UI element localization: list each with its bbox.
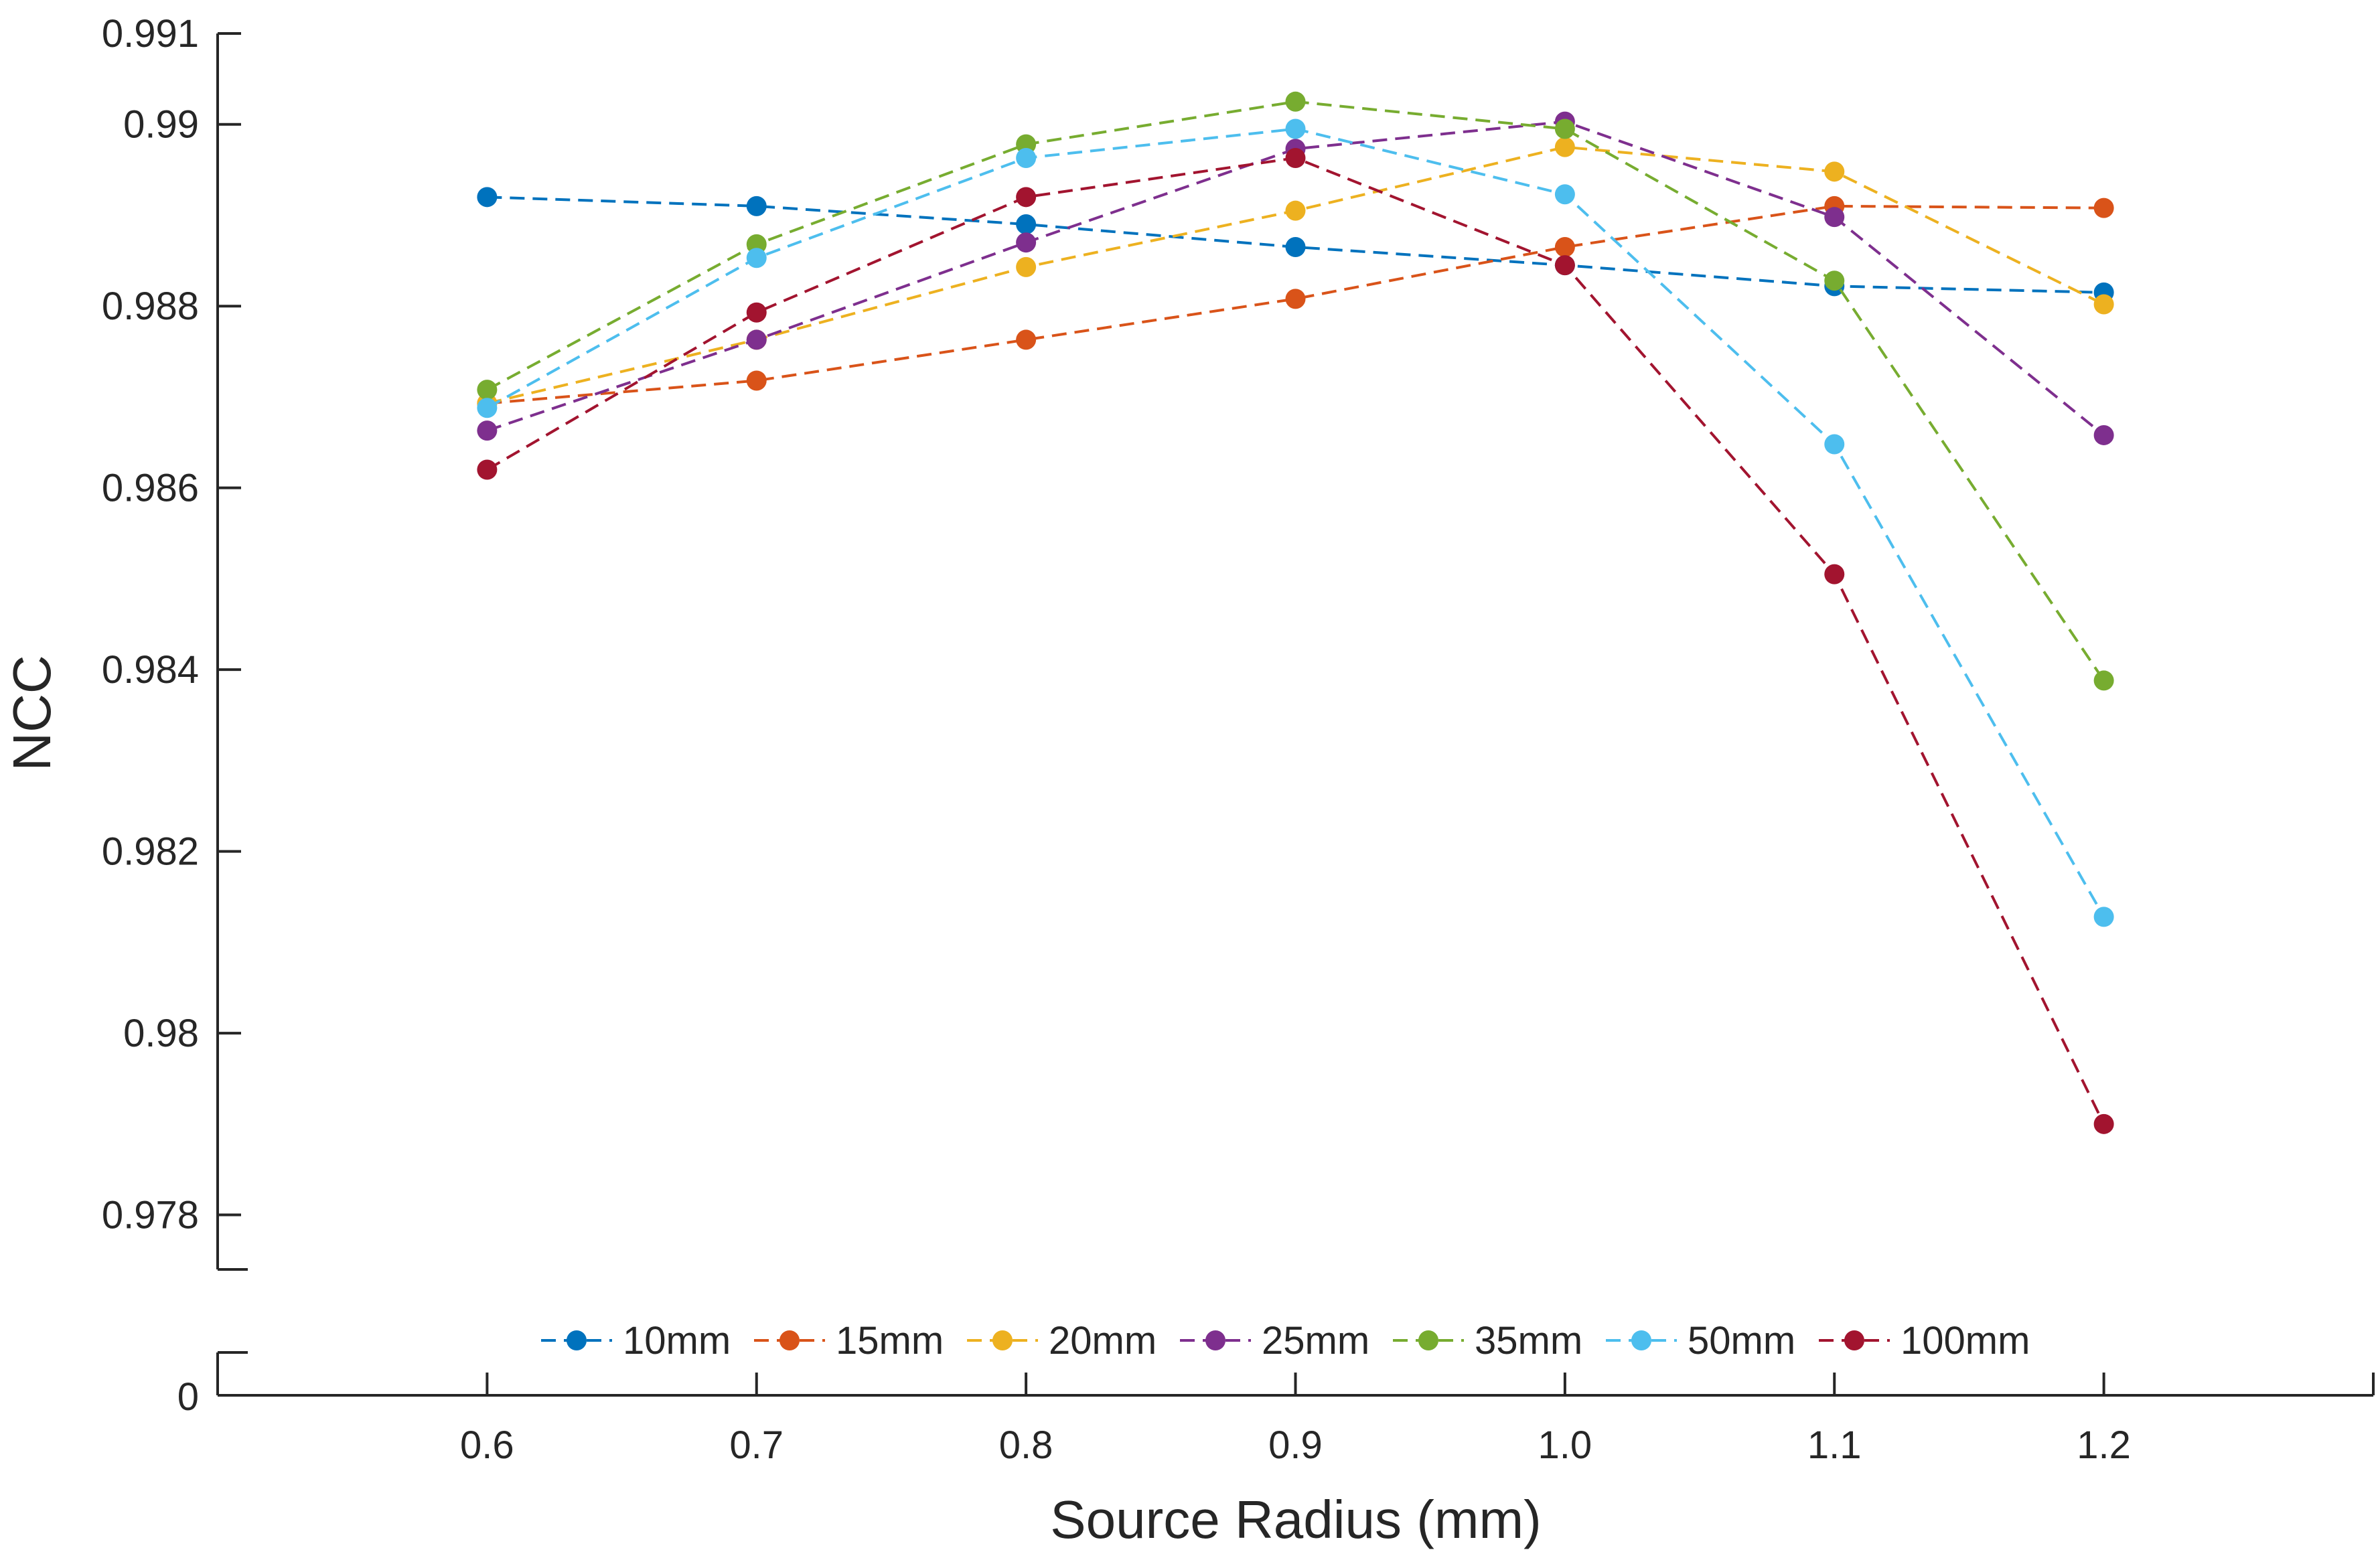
x-ticks: 0.6 0.7 0.8 0.9 1.0 1.1 1.2 [460, 1373, 2131, 1467]
data-point [746, 302, 767, 323]
data-point [1554, 255, 1575, 276]
data-point [2093, 1113, 2114, 1134]
legend-marker [567, 1330, 587, 1350]
data-point [1554, 184, 1575, 205]
legend-item: 100mm [1819, 1319, 2030, 1362]
x-tick-label: 1.0 [1538, 1423, 1592, 1467]
data-point [1824, 161, 1845, 182]
data-point [746, 196, 767, 216]
data-point [1285, 236, 1306, 257]
data-point [2093, 907, 2114, 927]
legend-item: 50mm [1606, 1319, 1795, 1362]
series-layer [477, 91, 2114, 1134]
y-tick-label: 0.988 [102, 285, 199, 328]
data-point [1016, 147, 1037, 168]
data-point [477, 459, 498, 480]
legend-marker [779, 1330, 800, 1350]
legend-marker [1844, 1330, 1864, 1350]
data-point [477, 420, 498, 441]
legend-item: 10mm [541, 1319, 731, 1362]
data-point [746, 248, 767, 268]
y-tick-label: 0.984 [102, 648, 199, 692]
data-point [2093, 294, 2114, 315]
axes: 0 [177, 33, 2375, 1419]
y-zero-tick-label: 0 [177, 1375, 199, 1419]
legend-item: 35mm [1393, 1319, 1582, 1362]
y-axis-title: NCC [2, 655, 62, 771]
y-tick-label: 0.978 [102, 1194, 199, 1237]
legend-item: 15mm [754, 1319, 944, 1362]
data-point [477, 187, 498, 208]
legend-marker [1631, 1330, 1651, 1350]
data-point [2093, 670, 2114, 691]
legend-label: 15mm [836, 1319, 944, 1362]
x-tick-label: 0.9 [1268, 1423, 1323, 1467]
series-35mm [477, 91, 2114, 691]
series-100mm [477, 147, 2114, 1134]
data-point [477, 398, 498, 418]
data-point [1285, 289, 1306, 309]
data-point [1016, 329, 1037, 350]
x-tick-label: 0.6 [460, 1423, 514, 1467]
data-point [746, 329, 767, 350]
y-tick-label: 0.991 [102, 12, 199, 56]
data-point [1824, 270, 1845, 291]
x-tick-label: 1.1 [1807, 1423, 1862, 1467]
data-point [1285, 147, 1306, 168]
data-point [1824, 564, 1845, 585]
legend-item: 20mm [967, 1319, 1157, 1362]
legend-label: 25mm [1262, 1319, 1369, 1362]
legend-item: 25mm [1180, 1319, 1369, 1362]
data-point [1016, 214, 1037, 235]
data-point [1016, 232, 1037, 253]
data-point [1824, 207, 1845, 228]
y-ticks: 0.978 0.98 0.982 0.984 0.986 0.988 0.99 0.991 [102, 12, 241, 1237]
y-tick-label: 0.99 [123, 103, 199, 147]
data-point [1554, 119, 1575, 139]
legend-label: 35mm [1475, 1319, 1582, 1362]
data-point [1554, 236, 1575, 257]
data-point [1824, 434, 1845, 455]
y-tick-label: 0.982 [102, 830, 199, 874]
data-point [1285, 119, 1306, 139]
legend-label: 50mm [1688, 1319, 1795, 1362]
data-point [1016, 187, 1037, 208]
legend-marker [992, 1330, 1013, 1350]
legend-label: 100mm [1901, 1319, 2030, 1362]
x-tick-label: 0.7 [729, 1423, 784, 1467]
legend-marker [1418, 1330, 1438, 1350]
legend-marker [1205, 1330, 1225, 1350]
data-point [2093, 198, 2114, 218]
y-tick-label: 0.98 [123, 1012, 199, 1055]
y-tick-label: 0.986 [102, 467, 199, 510]
legend: 10mm 15mm 20mm 25mm 35mm 50mm 100mm [541, 1319, 2030, 1362]
legend-label: 20mm [1049, 1319, 1157, 1362]
data-point [2093, 424, 2114, 445]
data-point [1016, 256, 1037, 277]
series-50mm [477, 119, 2114, 927]
x-tick-label: 1.2 [2077, 1423, 2131, 1467]
data-point [1285, 91, 1306, 112]
data-point [1554, 137, 1575, 157]
legend-label: 10mm [623, 1319, 731, 1362]
data-point [477, 380, 498, 400]
x-axis-title: Source Radius (mm) [1050, 1490, 1542, 1549]
data-point [746, 370, 767, 391]
x-tick-label: 0.8 [999, 1423, 1053, 1467]
data-point [1285, 200, 1306, 221]
